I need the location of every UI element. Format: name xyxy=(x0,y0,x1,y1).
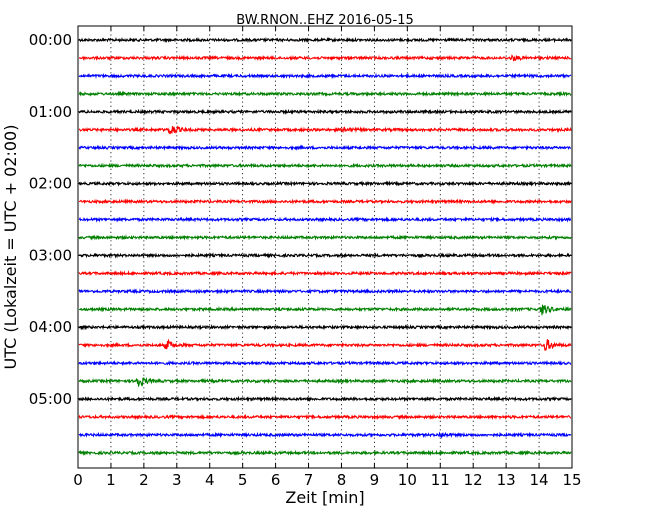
x-tick-label: 14 xyxy=(530,471,549,489)
trace-0000 xyxy=(78,36,572,44)
x-tick-label: 2 xyxy=(139,471,149,489)
x-tick-label: 11 xyxy=(431,471,450,489)
x-tick-label: 0 xyxy=(73,471,83,489)
trace-0130 xyxy=(78,144,572,151)
y-tick-label: 00:00 xyxy=(29,31,72,49)
y-tick-label: 04:00 xyxy=(29,318,72,336)
trace-0230 xyxy=(78,216,572,223)
y-axis: 00:00 01:00 02:00 03:00 04:00 05:00 xyxy=(29,31,572,408)
trace-group xyxy=(78,36,572,457)
trace-0430 xyxy=(78,359,572,367)
trace-0330 xyxy=(78,287,572,295)
x-axis: 0 1 2 3 4 5 6 7 8 9 10 11 12 13 14 15 xyxy=(73,26,582,489)
x-axis-label: Zeit [min] xyxy=(285,488,364,507)
x-tick-label: 12 xyxy=(464,471,483,489)
x-tick-label: 1 xyxy=(106,471,116,489)
y-tick-label: 01:00 xyxy=(29,103,72,121)
trace-0345 xyxy=(78,304,572,316)
trace-0515 xyxy=(78,413,572,421)
x-tick-label: 15 xyxy=(562,471,581,489)
y-axis-label: UTC (Lokalzeit = UTC + 02:00) xyxy=(1,125,20,370)
plot-frame xyxy=(77,25,573,469)
trace-0445 xyxy=(78,376,572,388)
y-tick-label: 05:00 xyxy=(29,390,72,408)
trace-0315 xyxy=(78,270,572,277)
x-tick-label: 13 xyxy=(497,471,516,489)
x-tick-label: 8 xyxy=(337,471,347,489)
trace-0245 xyxy=(78,234,572,241)
trace-0100 xyxy=(78,108,572,116)
x-tick-label: 7 xyxy=(304,471,314,489)
trace-0545 xyxy=(78,449,572,457)
trace-0030 xyxy=(78,72,572,80)
x-tick-label: 10 xyxy=(398,471,417,489)
y-tick-label: 03:00 xyxy=(29,246,72,264)
chart-title: BW.RNON..EHZ 2016-05-15 xyxy=(236,13,414,28)
x-tick-label: 5 xyxy=(238,471,248,489)
y-tick-label: 02:00 xyxy=(29,175,72,193)
trace-0215 xyxy=(78,198,572,205)
trace-0045 xyxy=(78,90,572,98)
trace-0200 xyxy=(78,180,572,187)
trace-0415 xyxy=(78,338,572,351)
trace-0015 xyxy=(78,54,572,62)
trace-0115 xyxy=(78,125,572,135)
trace-0530 xyxy=(78,431,572,439)
trace-0400 xyxy=(78,323,572,331)
trace-0145 xyxy=(78,162,572,169)
x-tick-label: 6 xyxy=(271,471,281,489)
trace-0500 xyxy=(78,395,572,403)
x-tick-label: 3 xyxy=(172,471,182,489)
x-tick-label: 9 xyxy=(370,471,380,489)
trace-0300 xyxy=(78,252,572,259)
x-tick-label: 4 xyxy=(205,471,215,489)
